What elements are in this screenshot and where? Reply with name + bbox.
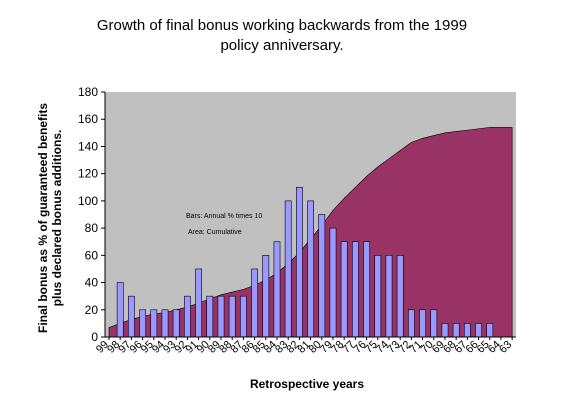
bar-98 bbox=[116, 282, 124, 338]
bar-92 bbox=[184, 295, 191, 338]
bar-76 bbox=[363, 241, 370, 338]
bar-67 bbox=[463, 323, 471, 338]
bar-66 bbox=[475, 323, 482, 338]
bar-69 bbox=[441, 323, 449, 338]
x-axis-label: Retrospective years bbox=[250, 377, 364, 391]
bar-71 bbox=[419, 309, 426, 338]
bar-68 bbox=[452, 323, 460, 338]
bar-94 bbox=[161, 309, 169, 338]
y-tick-label-180: 180 bbox=[78, 85, 98, 99]
bar-74 bbox=[385, 255, 393, 338]
bar-78 bbox=[340, 241, 348, 338]
bar-89 bbox=[217, 295, 225, 338]
bar-97 bbox=[128, 295, 135, 338]
bar-95 bbox=[150, 309, 158, 338]
bar-86 bbox=[251, 268, 258, 338]
bar-87 bbox=[240, 295, 247, 338]
bar-91 bbox=[195, 268, 202, 338]
y-tick-label-120: 120 bbox=[78, 167, 98, 181]
bar-75 bbox=[374, 255, 382, 338]
bar-77 bbox=[351, 241, 359, 338]
bar-96 bbox=[139, 309, 146, 338]
bar-82 bbox=[295, 186, 303, 338]
bar-83 bbox=[284, 200, 292, 338]
chart-title-line-2: policy anniversary. bbox=[220, 37, 344, 54]
bar-72 bbox=[407, 309, 415, 338]
bar-90 bbox=[206, 295, 214, 338]
bar-81 bbox=[307, 200, 314, 338]
bar-70 bbox=[430, 309, 438, 338]
bar-65 bbox=[486, 323, 494, 338]
cumulative-area-layer bbox=[108, 127, 513, 338]
y-tick-label-140: 140 bbox=[78, 139, 98, 153]
bar-93 bbox=[172, 309, 180, 338]
y-tick-label-160: 160 bbox=[78, 112, 98, 126]
annotation-bars: Bars: Annual % times 10 bbox=[186, 213, 262, 220]
y-tick-label-40: 40 bbox=[85, 276, 99, 290]
y-tick-label-60: 60 bbox=[85, 248, 99, 262]
cumulative-area bbox=[108, 127, 513, 338]
bar-80 bbox=[318, 214, 326, 338]
y-tick-label-100: 100 bbox=[78, 194, 98, 208]
bar-73 bbox=[396, 255, 404, 338]
x-tick-label-63: 63 bbox=[497, 339, 514, 356]
bar-85 bbox=[262, 255, 270, 338]
chart-title-line-1: Growth of final bonus working backwards … bbox=[96, 17, 468, 34]
y-axis-label-line-2: plus declared bonus additions. bbox=[50, 130, 64, 307]
y-tick-label-20: 20 bbox=[85, 303, 99, 317]
y-tick-label-80: 80 bbox=[85, 221, 99, 235]
y-axis-label-line-1: Final bonus as % of guaranteed benefits bbox=[36, 103, 50, 333]
bar-79 bbox=[329, 227, 337, 338]
annotation-area: Area: Cumulative bbox=[188, 229, 242, 236]
bar-84 bbox=[273, 241, 281, 338]
y-tick-label-0: 0 bbox=[91, 330, 98, 344]
bar-88 bbox=[228, 295, 236, 338]
